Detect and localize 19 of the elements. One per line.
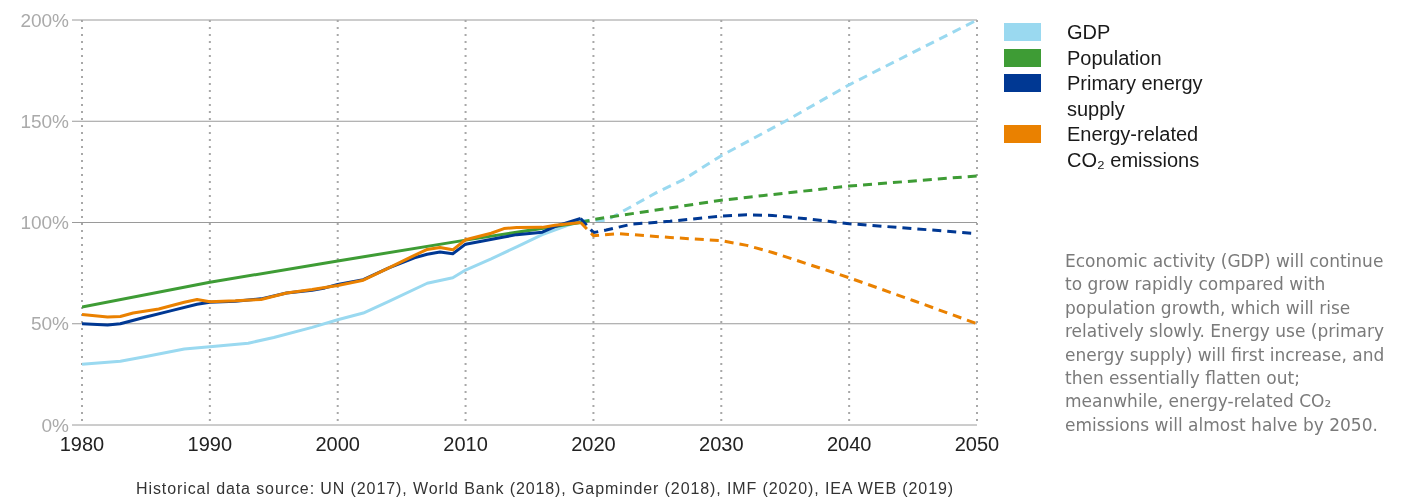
y-tick-label: 100% [20, 212, 70, 234]
x-tick-label: 2020 [571, 433, 616, 456]
text: Economic activity (GDP) will continue to grow rapidly compared with population growth, which will rise relatively slowly. Energy use (primary energy supply) will first increase, and then essentially flatten out; meanwhile, energy-related CO₂ emissions will almost halve by 2050. [1065, 250, 1386, 437]
y-tick-label: 0% [41, 414, 70, 436]
x-tick-label: 1980 [59, 433, 105, 456]
x-tick-label: 2040 [826, 433, 872, 456]
legend-label: GDP [1067, 20, 1112, 45]
legend-label: Energy-related CO₂ emissions [1067, 122, 1201, 173]
x-tick-label: 2050 [954, 433, 1000, 456]
y-tick-label: 50% [30, 313, 70, 335]
x-tick-label: 1990 [187, 433, 233, 456]
text: Historical data source: UN (2017), World Bank (2018), Gapminder (2018), IMF (2020), IEA WEB (2019) [135, 479, 955, 499]
x-tick-label: 2030 [699, 433, 744, 456]
x-tick-label: 2000 [315, 433, 360, 456]
y-tick-label: 150% [20, 111, 70, 132]
x-tick-label: 2010 [443, 433, 488, 456]
legend-label: Primary energy supply [1067, 71, 1204, 122]
y-tick-label: 200% [20, 9, 70, 31]
legend-label: Population [1067, 45, 1163, 71]
